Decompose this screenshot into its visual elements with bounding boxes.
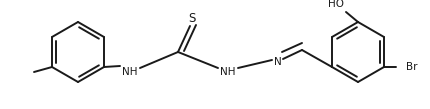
Text: S: S [188,12,195,25]
Text: NH: NH [122,67,138,77]
Text: HO: HO [327,0,343,9]
Text: N: N [273,57,281,67]
Text: NH: NH [220,67,235,77]
Text: Br: Br [405,62,417,72]
